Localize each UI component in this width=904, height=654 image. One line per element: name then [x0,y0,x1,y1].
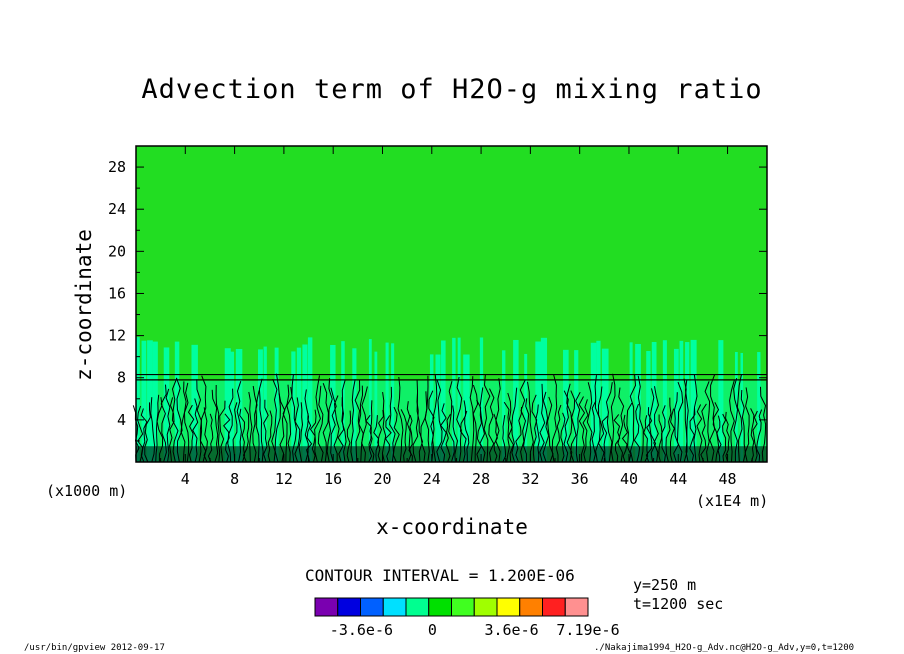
colorbar-swatch [382,597,407,617]
plot-frame [135,145,768,463]
colorbar-swatch [564,597,589,617]
x-tick-label: 36 [571,470,589,488]
y-tick-label: 4 [117,411,126,429]
colorbar-label: 7.19e-6 [556,621,619,639]
chart-title: Advection term of H2O-g mixing ratio [141,74,763,105]
y-tick-label: 24 [108,200,126,218]
x-scale-label: (x1E4 m) [696,492,769,510]
colorbar-swatch [405,597,430,617]
x-tick-label: 4 [181,470,190,488]
colorbar-swatch [542,597,566,617]
x-tick-label: 32 [521,470,539,488]
colorbar-swatch [496,597,521,617]
turbulent-layer [132,373,767,463]
x-tick-label: 28 [472,470,490,488]
x-tick-label: 16 [324,470,342,488]
colorbar-label: -3.6e-6 [330,621,393,639]
y-tick-label: 16 [108,284,126,302]
y-tick-label: 12 [108,327,126,345]
colorbar-label: 3.6e-6 [484,621,538,639]
x-unit-label: (x1000 m) [46,482,128,500]
y-tick-label: 28 [108,158,126,176]
footer-left: /usr/bin/gpview 2012-09-17 [24,643,165,653]
colorbar-label: 0 [428,621,437,639]
colorbar-swatch [314,597,339,617]
colorbar-swatch [473,597,498,617]
x-tick-label: 12 [275,470,293,488]
x-tick-label: 44 [669,470,687,488]
x-axis-label: x-coordinate [376,515,528,539]
x-tick-label: 48 [719,470,737,488]
contour-interval-label: CONTOUR INTERVAL = 1.200E-06 [305,566,575,585]
y-tick-label: 20 [108,242,126,260]
surface-dense-contours [136,446,767,462]
y-tick-label: 8 [117,369,126,387]
colorbar: -3.6e-6 0 3.6e-6 7.19e-6 [314,597,620,639]
colorbar-swatch [337,597,361,617]
footer-right: ./Nakajima1994_H2O-g_Adv.nc@H2O-g_Adv,y=… [594,643,855,653]
colorbar-swatch [428,597,452,617]
colorbar-swatch [451,597,475,617]
colorbar-swatch [519,597,543,617]
annotation-t: t=1200 sec [633,595,724,613]
x-tick-label: 8 [230,470,239,488]
annotation-y: y=250 m [633,576,697,594]
x-tick-label: 20 [373,470,391,488]
x-tick-label: 40 [620,470,638,488]
x-tick-label: 24 [423,470,441,488]
colorbar-swatch [360,597,384,617]
